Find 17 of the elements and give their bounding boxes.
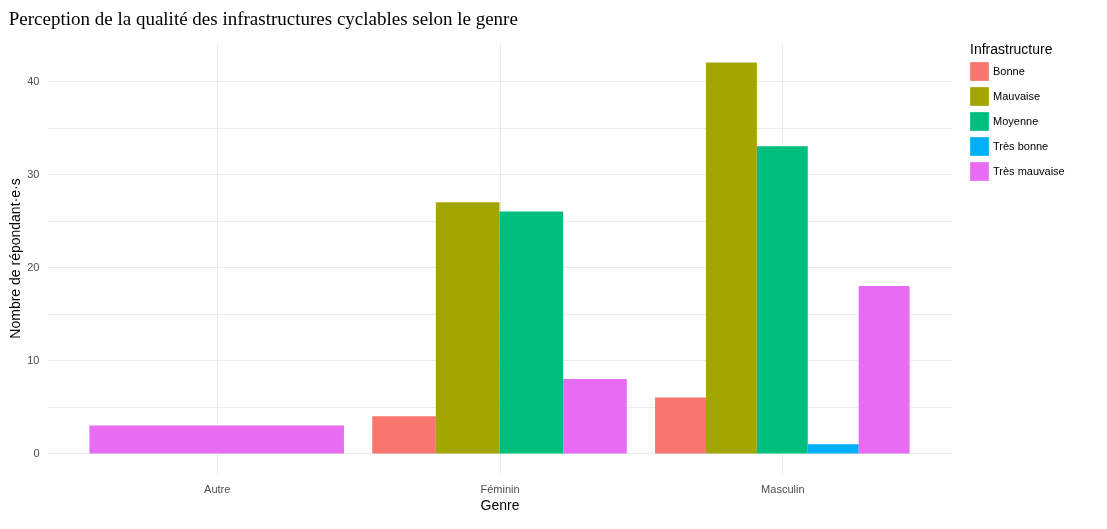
- legend-title: Infrastructure: [970, 41, 1053, 57]
- chart-title: Perception de la qualité des infrastructures cyclables selon le genre: [8, 8, 518, 29]
- x-tick-label: Masculin: [761, 482, 805, 495]
- y-axis-title: Nombre de répondant·e·s: [7, 178, 24, 339]
- y-tick-label: 10: [27, 353, 40, 366]
- legend-label: Mauvaise: [993, 89, 1041, 102]
- x-tick-label: Autre: [204, 482, 231, 495]
- y-tick-label: 0: [33, 446, 40, 459]
- legend-label: Moyenne: [993, 114, 1039, 127]
- y-tick-label: 40: [27, 74, 40, 87]
- legend-label: Bonne: [993, 64, 1025, 77]
- legend-label: Très mauvaise: [993, 164, 1065, 177]
- legend-label: Très bonne: [993, 139, 1049, 152]
- x-axis-title: Genre: [480, 496, 520, 513]
- y-tick-label: 30: [27, 167, 40, 180]
- y-tick-label: 20: [27, 260, 40, 273]
- x-tick-label: Féminin: [480, 482, 520, 495]
